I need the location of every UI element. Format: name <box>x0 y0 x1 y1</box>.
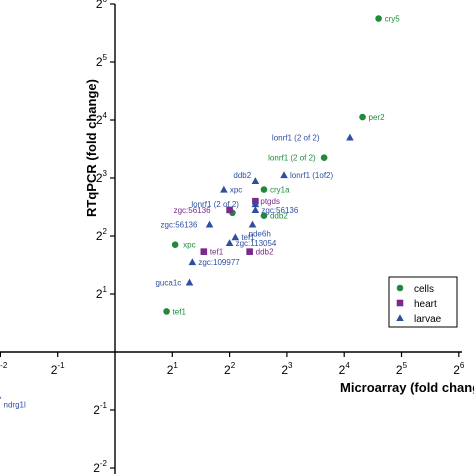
larvae-point <box>248 220 257 228</box>
point-label: zgc:113054 <box>236 239 277 248</box>
point-label: zgc:56136 <box>261 206 298 215</box>
heart-point <box>246 248 253 255</box>
y-tick-label: 26 <box>96 0 108 11</box>
point-label: lonrf1 (2 of 2) <box>191 200 239 209</box>
y-axis-ticks: 26 25 24 23 22 21 2-1 2-2 <box>93 0 115 474</box>
y-tick-label: 22 <box>96 227 108 243</box>
y-tick-label: 23 <box>96 169 108 185</box>
legend-larvae-marker <box>396 314 404 322</box>
larvae-point <box>225 239 234 246</box>
point-label: pde6h <box>249 229 271 238</box>
cells-point <box>171 241 179 248</box>
larvae-point <box>188 258 197 266</box>
x-tick-label: 21 <box>167 361 179 377</box>
point-label: lonrf1 (2 of 2) <box>268 154 316 163</box>
point-label: lonrf1 (1of2) <box>290 171 333 180</box>
larvae-point <box>185 278 194 286</box>
point-label: zgc:109977 <box>198 258 240 267</box>
x-tick-label: 23 <box>281 361 293 377</box>
larvae-point <box>220 185 228 193</box>
y-tick-label: 25 <box>96 53 108 69</box>
point-label: ddb2 <box>270 212 288 221</box>
point-label: ddb2 <box>256 248 274 257</box>
larvae-point <box>251 200 260 208</box>
heart-point <box>200 248 208 255</box>
point-label: xpc <box>230 186 242 195</box>
larvae-point <box>205 220 214 228</box>
legend-larvae-label: larvae <box>414 314 442 325</box>
x-axis-title: Microarray (fold change) <box>340 380 474 395</box>
larvae-point <box>251 206 260 213</box>
legend: cells heart larvae <box>388 276 458 328</box>
larvae-point <box>251 177 260 184</box>
y-tick-label: 24 <box>96 111 108 127</box>
point-label: cry1a <box>270 186 290 195</box>
point-label: ptgds <box>260 197 280 206</box>
point-label: tef1 <box>173 307 187 316</box>
cells-point <box>163 308 170 315</box>
larvae-point <box>231 233 240 241</box>
x-tick-label: 2-1 <box>51 361 65 377</box>
legend-heart-marker <box>396 299 404 307</box>
larvae-point <box>280 171 288 179</box>
point-label: lonrf1 (2 of 2) <box>272 133 320 142</box>
cells-point <box>359 113 366 121</box>
x-tick-label: 2-2 <box>0 361 8 377</box>
cells-point <box>260 186 268 193</box>
series-larvae: lonrf1 (2 of 2) lonrf1 (1of2) ddb2 xpc lonrf… <box>0 133 354 410</box>
point-label: tef1 <box>210 248 224 257</box>
point-label: per2 <box>369 113 386 122</box>
larvae-point <box>0 396 2 399</box>
cells-point <box>375 15 382 22</box>
y-tick-label: 2-2 <box>93 459 107 474</box>
point-label: guca1c <box>155 278 181 287</box>
x-tick-label: 24 <box>339 361 351 377</box>
point-label: ddb2 <box>233 171 251 180</box>
y-tick-label: 21 <box>96 285 108 301</box>
cells-point <box>320 154 328 161</box>
x-tick-label: 25 <box>396 361 408 377</box>
x-tick-label: 22 <box>224 361 236 377</box>
y-axis-title: RTqPCR (fold change) <box>84 79 99 217</box>
legend-heart-label: heart <box>414 299 437 310</box>
legend-cells-label: cells <box>414 284 434 295</box>
y-tick-label: 2-1 <box>93 401 107 417</box>
larvae-point <box>346 133 354 141</box>
series-cells: cry5 per2 lonrf1 (2 of 2) cry1a ddb2 xpc tef1 <box>163 15 401 316</box>
cells-point <box>260 212 268 219</box>
x-tick-label: 26 <box>453 361 465 377</box>
point-label: tef1 <box>241 233 255 242</box>
point-label: cry5 <box>385 15 401 24</box>
point-label: zgc:56136 <box>174 206 211 215</box>
point-label: ndrg1l <box>4 401 26 410</box>
heart-point <box>226 206 233 214</box>
legend-cells-marker <box>396 284 404 292</box>
point-label: zgc:56136 <box>161 220 198 229</box>
x-axis-ticks: 2-2 2-1 21 22 23 24 25 26 <box>0 352 465 377</box>
point-label: xpc <box>183 241 195 250</box>
